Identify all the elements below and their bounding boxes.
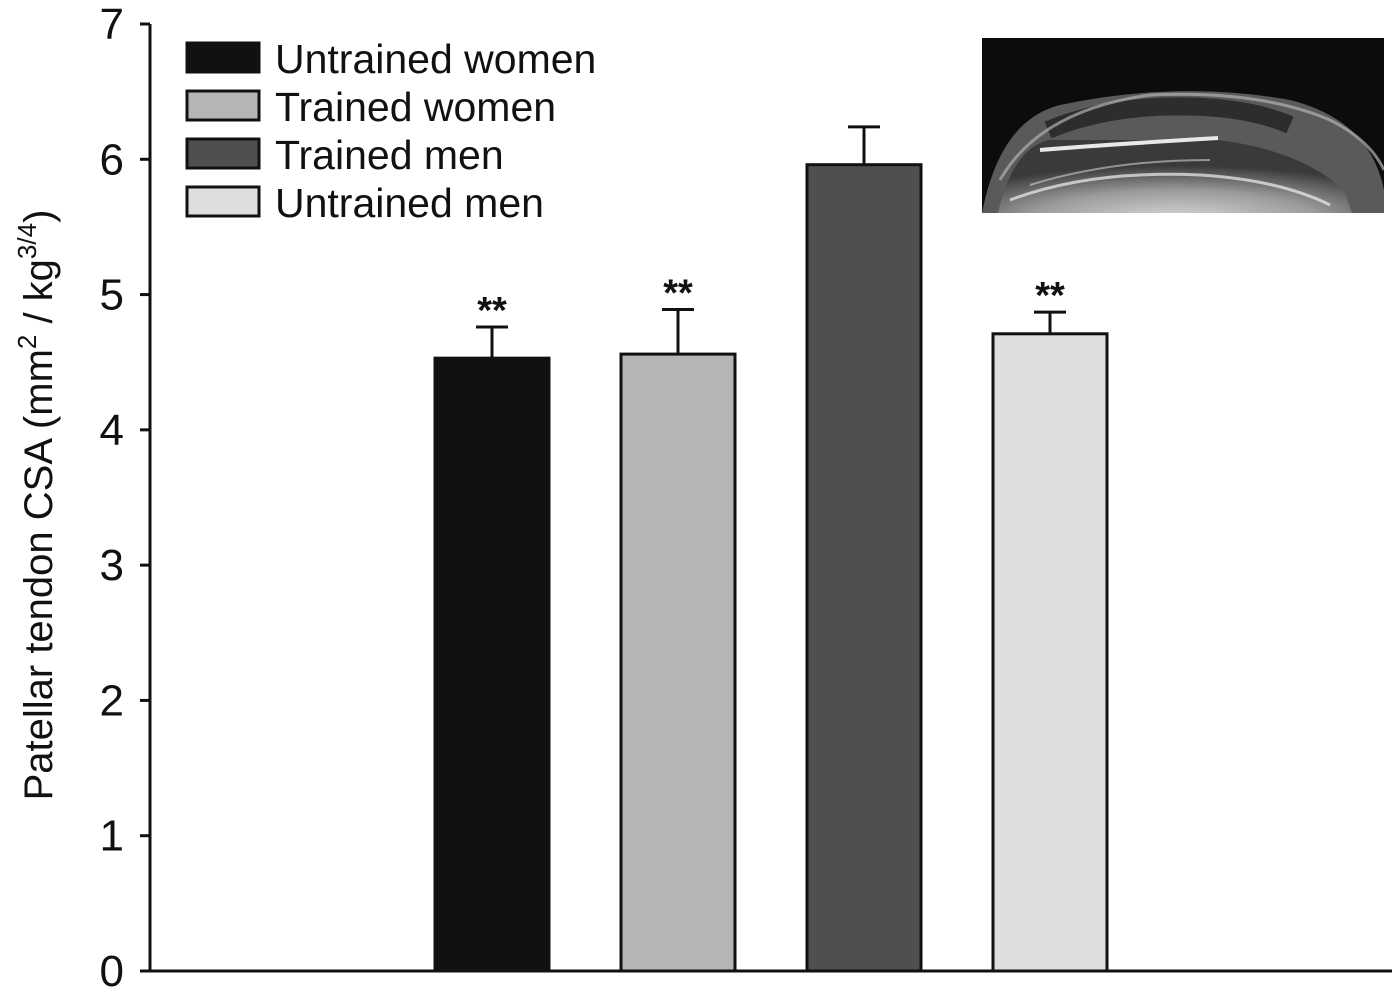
legend-label: Trained men — [275, 132, 504, 178]
legend-swatch — [185, 89, 261, 122]
significance-marker: ** — [663, 272, 693, 314]
y-tick-label: 2 — [100, 676, 124, 725]
significance-marker: ** — [1035, 275, 1065, 317]
bar — [805, 163, 923, 973]
legend-label: Untrained men — [275, 180, 544, 226]
y-tick-label: 6 — [100, 135, 124, 184]
legend-swatch — [185, 185, 261, 218]
bar — [433, 356, 551, 973]
ultrasound-inset — [982, 38, 1384, 213]
bar — [619, 352, 737, 973]
y-tick-label: 7 — [100, 0, 124, 49]
y-tick-label: 4 — [100, 406, 124, 455]
y-tick-label: 0 — [100, 947, 124, 996]
y-tick-label: 1 — [100, 812, 124, 861]
y-axis-ticks: 0 1 2 3 4 5 6 7 — [100, 0, 150, 996]
y-tick-label: 3 — [100, 541, 124, 590]
bars: ** ** ** — [433, 125, 1109, 973]
significance-marker: ** — [477, 290, 507, 332]
y-axis-label: Patellar tendon CSA (mm2 / kg3/4) — [12, 210, 61, 801]
legend-label: Trained women — [275, 84, 556, 130]
bar — [991, 332, 1109, 973]
legend-swatch — [185, 137, 261, 170]
y-tick-label: 5 — [100, 271, 124, 320]
legend-swatch — [185, 41, 261, 74]
legend-label: Untrained women — [275, 36, 596, 82]
